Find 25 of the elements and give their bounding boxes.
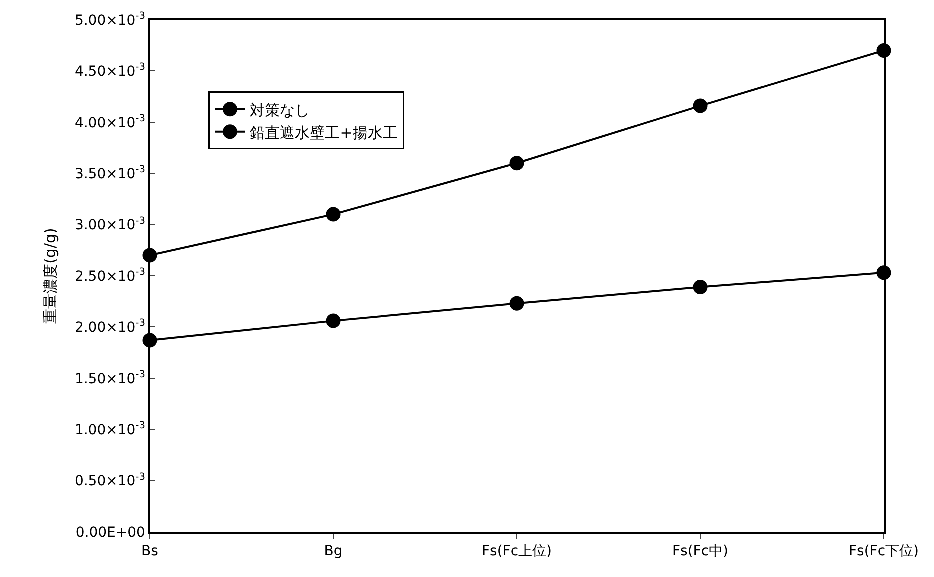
y-tick-label: 3.50×10$^{-3}$ [74, 164, 146, 182]
y-tick-label: 5.00×10$^{-3}$ [74, 11, 146, 29]
point [693, 98, 708, 114]
x-tick-label: Fs(Fc下位) [848, 544, 920, 560]
legend-label: 対策なし [250, 101, 310, 120]
point [693, 280, 708, 295]
point [510, 296, 524, 311]
x-tick-label: Bs [142, 544, 158, 560]
y-axis-title: 重量濃度(g/g) [42, 228, 60, 324]
point [510, 156, 524, 171]
y-tick-label: 4.00×10$^{-3}$ [74, 113, 146, 132]
y-tick-label: 1.00×10$^{-3}$ [74, 420, 146, 438]
legend-label: 鉛直遮水壁工+揚水工 [250, 124, 398, 142]
y-tick-label: 2.00×10$^{-3}$ [74, 318, 146, 336]
y-tick-label: 2.50×10$^{-3}$ [74, 267, 146, 285]
x-tick-label: Fs(Fc中) [672, 544, 729, 560]
point [326, 314, 341, 328]
y-tick-label: 0.00E+00 [76, 524, 146, 541]
x-tick-label: Bg [324, 544, 343, 560]
point [326, 207, 341, 222]
y-tick-label: 1.50×10$^{-3}$ [74, 369, 146, 388]
y-tick-label: 4.50×10$^{-3}$ [74, 62, 146, 80]
x-tick-label: Fs(Fc上位) [482, 544, 552, 560]
y-tick-label: 3.00×10$^{-3}$ [74, 216, 146, 234]
y-tick-label: 0.50×10$^{-3}$ [74, 472, 146, 490]
